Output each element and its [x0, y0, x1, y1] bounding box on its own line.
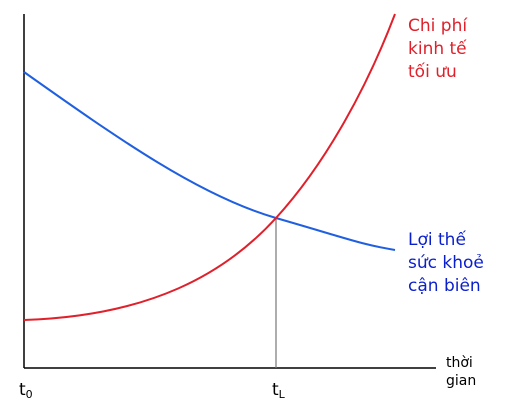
- benefit-curve: [23, 71, 396, 251]
- label-line: thời: [446, 355, 473, 371]
- label-line: sức khoẻ: [408, 253, 484, 273]
- t0-label: t0: [19, 380, 33, 401]
- symbol: t: [19, 380, 26, 400]
- label-line: tối ưu: [408, 61, 457, 82]
- tl-label: tL: [272, 380, 286, 401]
- subscript: 0: [26, 388, 33, 401]
- cost-label: Chi phí kinh tế tối ưu: [408, 16, 468, 82]
- x-axis-label: thời gian: [446, 355, 476, 389]
- label-line: Lợi thế: [408, 229, 466, 250]
- label-line: kinh tế: [408, 38, 467, 59]
- symbol: t: [272, 380, 279, 400]
- benefit-label: Lợi thế sức khoẻ cận biên: [408, 229, 484, 296]
- label-line: gian: [446, 373, 476, 389]
- subscript: L: [279, 388, 286, 401]
- label-line: Chi phí: [408, 16, 468, 36]
- cost-curve: [23, 13, 396, 321]
- label-line: cận biên: [408, 276, 481, 296]
